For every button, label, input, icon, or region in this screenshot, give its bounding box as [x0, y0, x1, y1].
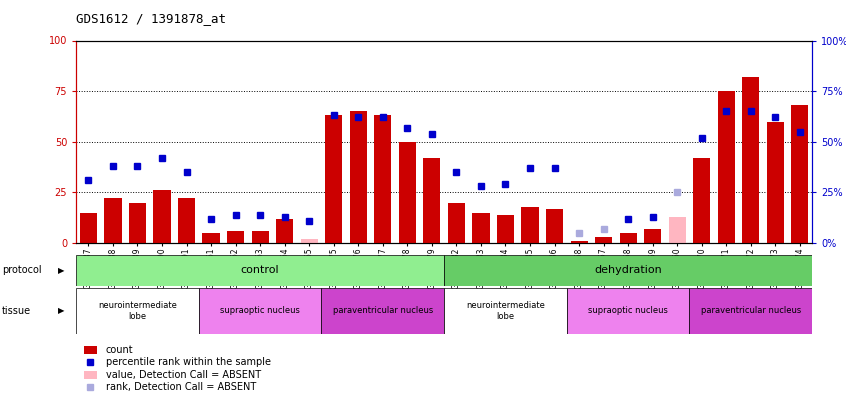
- Bar: [325, 115, 343, 243]
- Bar: [276, 219, 294, 243]
- Bar: [567, 288, 689, 334]
- Bar: [595, 237, 613, 243]
- Bar: [444, 255, 812, 286]
- Bar: [76, 255, 444, 286]
- Text: neurointermediate
lobe: neurointermediate lobe: [466, 301, 545, 320]
- Bar: [521, 207, 539, 243]
- Text: ▶: ▶: [58, 266, 64, 275]
- Bar: [76, 288, 199, 334]
- Text: rank, Detection Call = ABSENT: rank, Detection Call = ABSENT: [106, 382, 255, 392]
- Bar: [251, 231, 269, 243]
- Bar: [497, 215, 514, 243]
- Bar: [104, 198, 122, 243]
- Text: ▶: ▶: [58, 306, 64, 315]
- Bar: [80, 213, 97, 243]
- Bar: [398, 142, 416, 243]
- Bar: [448, 202, 465, 243]
- Bar: [227, 231, 244, 243]
- Text: GDS1612 / 1391878_at: GDS1612 / 1391878_at: [76, 12, 226, 25]
- Bar: [791, 105, 809, 243]
- Text: supraoptic nucleus: supraoptic nucleus: [588, 306, 668, 315]
- Text: supraoptic nucleus: supraoptic nucleus: [220, 306, 300, 315]
- Text: value, Detection Call = ABSENT: value, Detection Call = ABSENT: [106, 370, 261, 380]
- Bar: [444, 288, 567, 334]
- Bar: [717, 91, 735, 243]
- Bar: [423, 158, 441, 243]
- Bar: [321, 288, 444, 334]
- Bar: [153, 190, 171, 243]
- Text: protocol: protocol: [2, 265, 41, 275]
- Bar: [570, 241, 588, 243]
- Bar: [668, 217, 686, 243]
- Text: dehydration: dehydration: [594, 265, 662, 275]
- Bar: [766, 122, 784, 243]
- Bar: [689, 288, 812, 334]
- Bar: [644, 229, 662, 243]
- Text: neurointermediate
lobe: neurointermediate lobe: [98, 301, 177, 320]
- Bar: [742, 77, 760, 243]
- Bar: [178, 198, 195, 243]
- Text: control: control: [241, 265, 279, 275]
- Bar: [300, 239, 318, 243]
- Text: count: count: [106, 345, 133, 355]
- Bar: [546, 209, 563, 243]
- Bar: [619, 233, 637, 243]
- Text: paraventricular nucleus: paraventricular nucleus: [700, 306, 801, 315]
- Bar: [374, 115, 392, 243]
- Bar: [199, 288, 321, 334]
- Bar: [693, 158, 711, 243]
- Text: percentile rank within the sample: percentile rank within the sample: [106, 357, 271, 367]
- Bar: [349, 111, 367, 243]
- Bar: [84, 346, 96, 354]
- Text: paraventricular nucleus: paraventricular nucleus: [332, 306, 433, 315]
- Bar: [84, 371, 96, 379]
- Bar: [472, 213, 490, 243]
- Text: tissue: tissue: [2, 306, 30, 316]
- Bar: [202, 233, 220, 243]
- Bar: [129, 202, 146, 243]
